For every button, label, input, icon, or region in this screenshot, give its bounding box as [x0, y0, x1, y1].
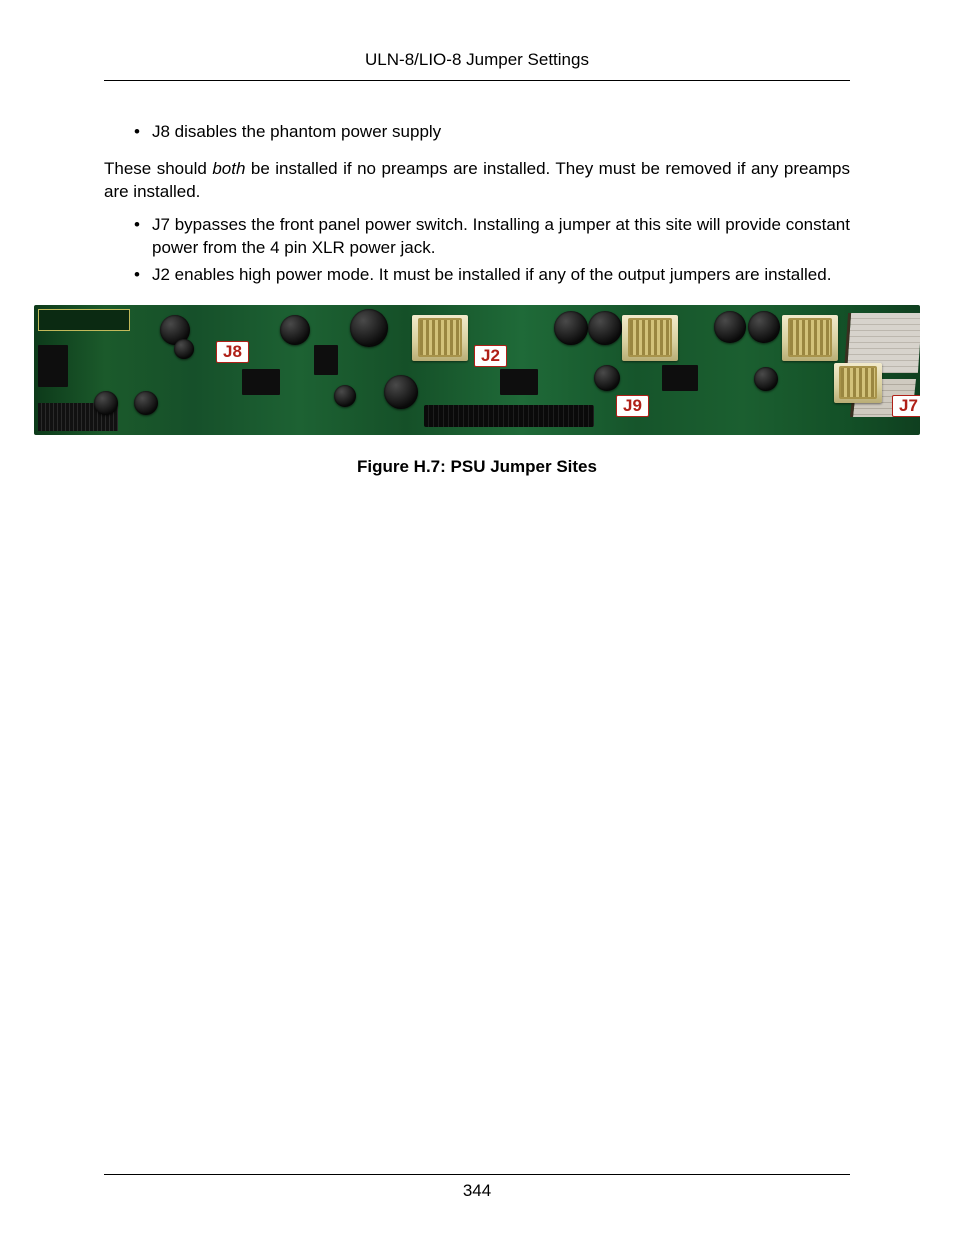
capacitor: [594, 365, 620, 391]
list-item: J2 enables high power mode. It must be i…: [152, 264, 850, 287]
header-rule: [104, 80, 850, 81]
document-page: ULN-8/LIO-8 Jumper Settings J8 disables …: [0, 0, 954, 1235]
pcb-photo: J8 J2 J9 J7: [34, 305, 920, 435]
ic-chip: [662, 365, 698, 391]
capacitor: [754, 367, 778, 391]
capacitor: [174, 339, 194, 359]
list-item: J8 disables the phantom power supply: [152, 121, 850, 144]
capacitor: [588, 311, 622, 345]
silkscreen-box: [38, 309, 130, 331]
bullet-list-b: J7 bypasses the front panel power switch…: [104, 214, 850, 287]
capacitor: [94, 391, 118, 415]
capacitor: [334, 385, 356, 407]
capacitor: [280, 315, 310, 345]
capacitor: [748, 311, 780, 343]
list-item: J7 bypasses the front panel power switch…: [152, 214, 850, 260]
jumper-label: J9: [616, 395, 649, 417]
paragraph: These should both be installed if no pre…: [104, 158, 850, 204]
transformer: [834, 363, 882, 403]
jumper-label: J8: [216, 341, 249, 363]
figure-caption: Figure H.7: PSU Jumper Sites: [34, 457, 920, 477]
transformer: [782, 315, 838, 361]
jumper-label: J7: [892, 395, 920, 417]
text-run: These should: [104, 159, 212, 178]
capacitor: [554, 311, 588, 345]
emphasis: both: [212, 159, 245, 178]
capacitor: [350, 309, 388, 347]
transformer: [412, 315, 468, 361]
transformer: [622, 315, 678, 361]
body-text: J8 disables the phantom power supply The…: [34, 121, 920, 287]
pin-header: [424, 405, 594, 427]
ic-chip: [314, 345, 338, 375]
jumper-label: J2: [474, 345, 507, 367]
running-header: ULN-8/LIO-8 Jumper Settings: [34, 50, 920, 80]
capacitor: [384, 375, 418, 409]
ic-chip: [242, 369, 280, 395]
figure: J8 J2 J9 J7 Figure H.7: PSU Jumper Sites: [34, 305, 920, 477]
footer-rule: [104, 1174, 850, 1175]
page-number: 344: [0, 1181, 954, 1201]
ic-chip: [38, 345, 68, 387]
capacitor: [134, 391, 158, 415]
bullet-list-a: J8 disables the phantom power supply: [104, 121, 850, 144]
ic-chip: [500, 369, 538, 395]
capacitor: [714, 311, 746, 343]
